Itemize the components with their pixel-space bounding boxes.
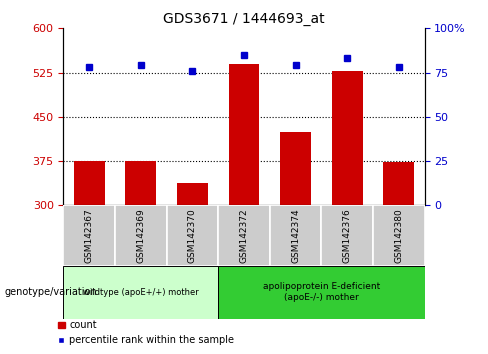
Text: GSM142367: GSM142367: [85, 208, 94, 263]
Bar: [322, 205, 373, 266]
Bar: [63, 266, 218, 319]
Bar: [332, 72, 363, 205]
Title: GDS3671 / 1444693_at: GDS3671 / 1444693_at: [163, 12, 325, 26]
Text: GSM142380: GSM142380: [394, 208, 403, 263]
Bar: [63, 205, 115, 266]
Bar: [373, 205, 425, 266]
Legend: count, percentile rank within the sample: count, percentile rank within the sample: [54, 316, 238, 349]
Text: GSM142370: GSM142370: [188, 208, 197, 263]
Bar: [228, 64, 260, 205]
Bar: [177, 183, 208, 205]
Bar: [218, 205, 270, 266]
Text: apolipoprotein E-deficient
(apoE-/-) mother: apolipoprotein E-deficient (apoE-/-) mot…: [263, 282, 380, 302]
Bar: [125, 161, 156, 205]
Bar: [270, 205, 322, 266]
Bar: [166, 205, 218, 266]
Text: wildtype (apoE+/+) mother: wildtype (apoE+/+) mother: [83, 287, 199, 297]
Bar: [74, 161, 105, 205]
Bar: [383, 162, 414, 205]
Text: GSM142376: GSM142376: [343, 208, 352, 263]
Bar: [280, 132, 311, 205]
Text: genotype/variation: genotype/variation: [5, 287, 98, 297]
Bar: [115, 205, 166, 266]
Text: GSM142372: GSM142372: [240, 208, 248, 263]
Text: GSM142369: GSM142369: [136, 208, 145, 263]
Text: GSM142374: GSM142374: [291, 208, 300, 263]
Bar: [218, 266, 425, 319]
